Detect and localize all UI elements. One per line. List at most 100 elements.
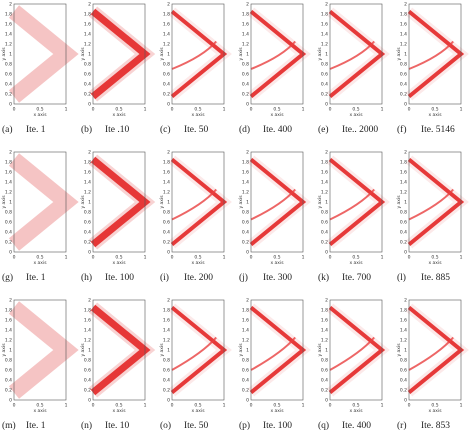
- inner-member: [408, 188, 454, 221]
- y-tick-label: 0.4: [242, 82, 249, 88]
- y-tick-label: 0.6: [5, 220, 12, 226]
- y-tick-label: 2: [246, 150, 249, 156]
- y-tick-label: 0.2: [163, 240, 170, 246]
- caption-label: (h): [81, 272, 92, 283]
- plot-frame: [13, 3, 67, 105]
- y-tick-label: 0.8: [5, 358, 12, 364]
- y-tick-label: 0: [404, 250, 407, 256]
- y-tick-label: 1.6: [5, 170, 12, 176]
- y-tick-label: 1.8: [5, 308, 12, 314]
- y-tick-label: 0.4: [84, 230, 91, 236]
- x-tick-label: 1: [65, 403, 68, 409]
- panel: 0 0.2 0.4 0.6 0.8 1 1.2 1.4 1.6 1.8 2 0 0.5 1 x axis y …: [159, 298, 232, 431]
- y-tick-label: 1.6: [400, 170, 407, 176]
- caption-label: (k): [318, 272, 329, 283]
- inner-member: [250, 40, 296, 70]
- y-tick-label: 1.8: [5, 160, 12, 166]
- plot-frame: [13, 299, 67, 401]
- y-tick-label: 0.2: [242, 92, 249, 98]
- y-tick-label: 0: [88, 398, 91, 404]
- y-tick-label: 0.8: [242, 210, 249, 216]
- caption-label: (b): [81, 124, 92, 135]
- x-tick-label: 1: [302, 255, 305, 261]
- caption: Ite. 50: [184, 421, 209, 431]
- y-tick-label: 1.6: [242, 22, 249, 28]
- plot-frame: [250, 151, 304, 253]
- x-tick-label: 0: [250, 403, 253, 409]
- panel: 0 0.2 0.4 0.6 0.8 1 1.2 1.4 1.6 1.8 2 0 0.5 1 x axis y …: [238, 150, 311, 283]
- x-tick-label: 0.5: [352, 403, 359, 409]
- caption-label: (l): [397, 272, 406, 283]
- caption: Ite. 1: [26, 125, 46, 135]
- x-tick-label: 0.5: [115, 107, 122, 113]
- y-tick-label: 0.6: [163, 220, 170, 226]
- density-field: [88, 6, 156, 102]
- caption-label: (a): [2, 124, 13, 135]
- y-tick-label: 0.6: [5, 368, 12, 374]
- x-tick-label: 0.5: [36, 255, 43, 261]
- y-tick-label: 0.8: [5, 62, 12, 68]
- inner-member: [329, 40, 375, 70]
- caption: Ite. 400: [263, 125, 292, 135]
- x-tick-label: 0.5: [431, 107, 438, 113]
- y-tick-label: 0: [88, 250, 91, 256]
- y-tick-label: 1: [88, 52, 91, 58]
- x-tick-label: 0.5: [36, 107, 43, 113]
- y-tick-label: 0.2: [400, 240, 407, 246]
- y-tick-label: 1: [9, 348, 12, 354]
- y-tick-label: 0.4: [84, 82, 91, 88]
- caption: Ite. 1: [26, 273, 46, 283]
- y-tick-label: 0.6: [163, 72, 170, 78]
- plot-frame: [329, 151, 383, 253]
- y-tick-label: 0.8: [321, 358, 328, 364]
- y-tick-label: 1.4: [321, 32, 328, 38]
- y-tick-label: 1.6: [163, 170, 170, 176]
- y-tick-label: 1.2: [5, 338, 12, 344]
- y-tick-label: 2: [325, 2, 328, 8]
- x-tick-label: 0.5: [352, 255, 359, 261]
- y-tick-label: 0: [325, 250, 328, 256]
- y-tick-label: 1.2: [84, 338, 91, 344]
- plot-frame: [13, 151, 67, 253]
- caption-label: (m): [2, 420, 16, 431]
- density-field: [247, 155, 311, 249]
- x-axis-label: x axis: [191, 260, 205, 266]
- caption: Ite. 50: [184, 125, 209, 135]
- x-axis-label: x axis: [270, 112, 284, 118]
- y-tick-label: 1.4: [400, 32, 407, 38]
- y-tick-label: 1: [246, 348, 249, 354]
- y-tick-label: 1.2: [163, 190, 170, 196]
- x-tick-label: 0: [13, 403, 16, 409]
- y-tick-label: 1.2: [84, 42, 91, 48]
- x-axis-label: x axis: [191, 112, 205, 118]
- x-tick-label: 0: [92, 255, 95, 261]
- y-tick-label: 2: [9, 298, 12, 304]
- y-tick-label: 0.6: [84, 368, 91, 374]
- panel: 0 0.2 0.4 0.6 0.8 1 1.2 1.4 1.6 1.8 2 0 0.5 1 x axis y …: [317, 2, 390, 135]
- panel: 0 0.2 0.4 0.6 0.8 1 1.2 1.4 1.6 1.8 2 0 0.5 1 x axis y …: [317, 150, 390, 283]
- plot-frame: [171, 3, 225, 105]
- x-tick-label: 0: [171, 255, 174, 261]
- density-field: [88, 302, 156, 398]
- x-tick-label: 0: [92, 403, 95, 409]
- y-tick-label: 0.8: [5, 210, 12, 216]
- density-field: [168, 155, 232, 249]
- y-tick-label: 1.8: [5, 12, 12, 18]
- y-tick-label: 0.8: [242, 358, 249, 364]
- y-tick-label: 2: [246, 2, 249, 8]
- caption-label: (e): [318, 124, 329, 135]
- y-tick-label: 1.6: [84, 318, 91, 324]
- caption-label: (g): [2, 272, 13, 283]
- y-tick-label: 0: [325, 398, 328, 404]
- y-tick-label: 0.4: [400, 82, 407, 88]
- x-tick-label: 0.5: [36, 403, 43, 409]
- caption-label: (f): [397, 124, 407, 135]
- plot-frame: [171, 299, 225, 401]
- y-tick-label: 1.8: [84, 12, 91, 18]
- density-field: [8, 5, 79, 103]
- x-tick-label: 0.5: [115, 403, 122, 409]
- y-tick-label: 0.2: [84, 388, 91, 394]
- y-tick-label: 2: [88, 150, 91, 156]
- y-tick-label: 0.8: [163, 358, 170, 364]
